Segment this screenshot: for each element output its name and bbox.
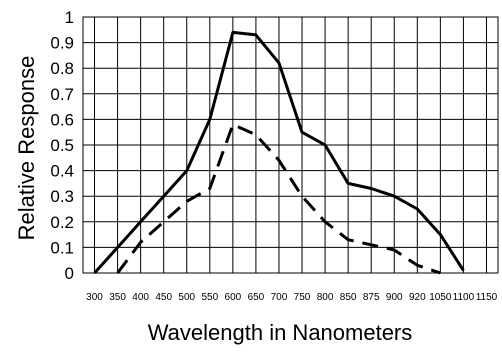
y-tick-label: 0.9	[50, 34, 74, 53]
y-tick-label: 0.4	[50, 162, 74, 181]
series-dashed-line	[116, 123, 441, 275]
x-tick-label: 400	[132, 292, 149, 303]
plot-frame	[82, 16, 499, 274]
x-tick-label: 700	[271, 292, 288, 303]
y-axis-label: Relative Response	[14, 56, 39, 241]
x-tick-label: 1150	[476, 292, 498, 303]
x-tick-label: 500	[178, 292, 195, 303]
x-tick-label: 350	[109, 292, 126, 303]
x-tick-label: 600	[225, 292, 242, 303]
y-tick-label: 0.6	[50, 110, 74, 129]
x-tick-label: 800	[317, 292, 334, 303]
y-tick-label: 1	[65, 8, 74, 27]
y-tick-label: 0.5	[50, 136, 74, 155]
x-tick-label: 850	[340, 292, 357, 303]
series-solid-line	[93, 30, 465, 275]
y-tick-label: 0.1	[50, 238, 74, 257]
grid	[82, 16, 499, 274]
y-tick-label: 0.8	[50, 59, 74, 78]
x-tick-label: 900	[386, 292, 403, 303]
x-tick-label: 1050	[429, 292, 452, 303]
x-tick-label: 1100	[453, 292, 475, 303]
y-tick-label: 0.3	[50, 187, 74, 206]
x-tick-label: 650	[248, 292, 265, 303]
x-tick-label: 550	[201, 292, 218, 303]
series-lines	[93, 30, 465, 275]
x-tick-label: 300	[86, 292, 103, 303]
y-tick-label: 0	[65, 264, 74, 283]
x-axis-label: Wavelength in Nanometers	[148, 320, 413, 345]
y-tick-label: 0.2	[50, 213, 74, 232]
x-tick-label: 450	[155, 292, 172, 303]
x-tick-labels: 300 350 400 450 500 550 600 650 700 750 800 850 875 9…	[86, 292, 497, 303]
y-tick-label: 0.7	[50, 85, 74, 104]
y-tick-labels: 0 0.1 0.2 0.3 0.4 0.5 0.6 0.7 0.8 0.9 1	[50, 8, 74, 283]
x-tick-label: 875	[363, 292, 380, 303]
x-tick-label: 750	[294, 292, 311, 303]
x-tick-label: 920	[409, 292, 426, 303]
